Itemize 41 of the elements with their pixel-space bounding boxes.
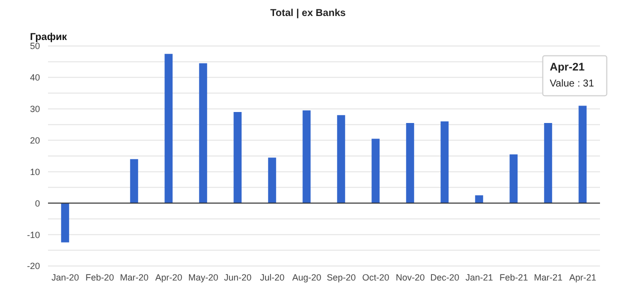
y-tick-label: 20	[30, 135, 40, 146]
x-tick-label: Feb-21	[499, 272, 528, 282]
bar	[440, 121, 449, 204]
x-tick-label: Jul-20	[260, 272, 285, 282]
x-tick-label: Mar-21	[534, 272, 563, 282]
x-tick-label: Jan-21	[465, 272, 494, 282]
bar	[61, 203, 70, 242]
chart-subtitle: График	[30, 32, 67, 43]
bar	[578, 106, 587, 204]
bar	[268, 158, 276, 204]
x-tick-label: Sep-20	[326, 272, 356, 282]
x-tick-label: Feb-20	[85, 272, 114, 282]
y-tick-label: -10	[26, 230, 40, 240]
y-tick-label: 50	[30, 41, 40, 52]
y-tick-label: -20	[26, 261, 40, 272]
x-tick-label: May-20	[188, 272, 218, 282]
x-tick-label: Dec-20	[430, 272, 460, 282]
bar	[302, 110, 311, 204]
x-tick-label: Aug-20	[292, 272, 322, 282]
y-tick-label: 40	[30, 72, 40, 83]
y-tick-label: 30	[30, 104, 40, 114]
y-tick-label: 10	[30, 166, 40, 177]
bar	[130, 159, 138, 204]
bar	[234, 112, 242, 204]
x-tick-label: Oct-20	[362, 272, 390, 282]
bar	[510, 154, 518, 204]
x-tick-label: Mar-20	[120, 272, 149, 282]
bar	[372, 138, 380, 204]
bar	[406, 123, 414, 204]
x-tick-label: Apr-21	[569, 272, 596, 282]
annotation: Apr-21 Value : 31	[550, 62, 594, 90]
bar	[337, 115, 346, 204]
y-tick-label: 0	[34, 198, 40, 208]
x-tick-label: Apr-20	[155, 272, 182, 282]
bar	[164, 54, 173, 204]
chart-title: Total | ex Banks	[269, 8, 347, 19]
bar	[199, 63, 208, 204]
x-tick-label: Nov-20	[396, 272, 425, 282]
x-tick-label: Jan-20	[51, 272, 80, 282]
bar	[544, 123, 552, 204]
x-tick-label: Jun-20	[224, 272, 252, 282]
